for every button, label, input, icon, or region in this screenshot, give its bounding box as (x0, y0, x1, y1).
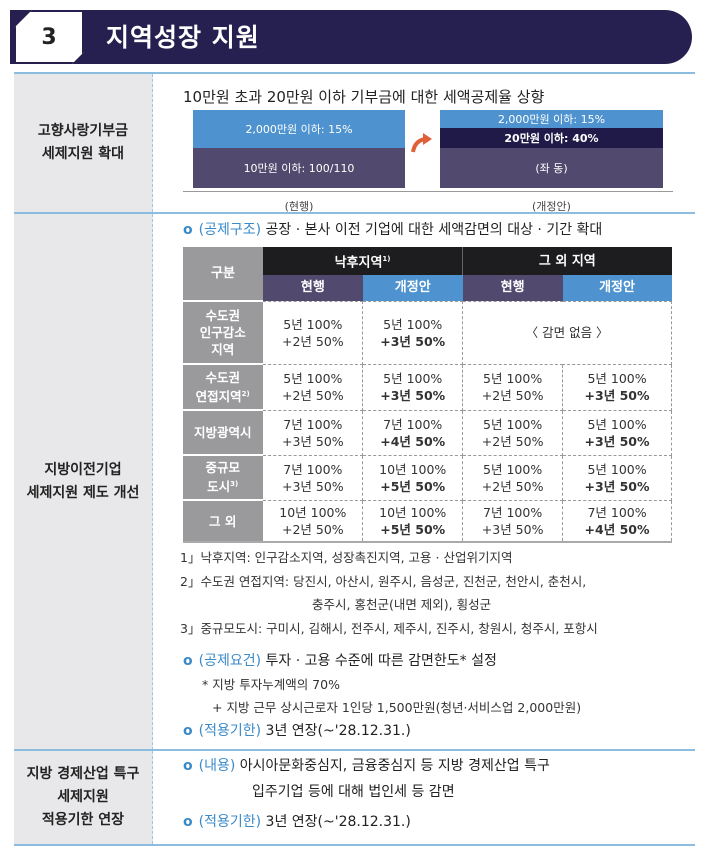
proposed-caption: (개정안) (532, 200, 571, 213)
proposed-bar-bottom: (좌 동) (440, 148, 663, 188)
cell: 7년 100% +3년 50% (262, 454, 364, 501)
item-application-period: o (적용기한) 3년 연장(~'28.12.31.) (183, 811, 411, 831)
cell: 5년 100% +2년 50% (462, 409, 564, 456)
row-label: 그 외 (183, 500, 263, 542)
label-line: 적용기한 연장 (41, 812, 125, 828)
section-number-badge: 3 (14, 10, 84, 64)
cell: 5년 100% +2년 50% (262, 300, 364, 365)
subheader: 현행 (462, 275, 563, 301)
divider (14, 212, 695, 214)
merged-cell: 〈 감면 없음 〉 (462, 300, 672, 365)
cell: 5년 100% +2년 50% (262, 363, 364, 411)
cell: 5년 100% +3년 50% (562, 454, 672, 501)
bullet-icon: o (183, 814, 193, 830)
section-header-bar (10, 10, 692, 64)
cell: 7년 100% +3년 50% (462, 499, 564, 543)
divider (14, 72, 695, 74)
item-tag: (공제요건) (198, 653, 262, 669)
cell: 5년 100% +3년 50% (562, 409, 672, 456)
row-label: 지방광역시 (183, 410, 263, 456)
cell: 5년 100% +2년 50% (462, 454, 564, 501)
group-header: 낙후지역1) (262, 247, 464, 275)
cell: 5년 100% +3년 50% (562, 363, 672, 411)
bullet-icon: o (183, 758, 193, 774)
row-label: 수도권 인구감소 지역 (183, 301, 263, 365)
item-content: o (내용) 아시아문화중심지, 금융중심지 등 지방 경제산업 특구 (183, 755, 550, 775)
table-row: 수도권 인구감소 지역 5년 100% +2년 50% 5년 100% +3년 50% … (183, 300, 672, 365)
table-row: 수도권 연접지역2) 5년 100% +2년 50% 5년 100% +3년 50% … (183, 363, 672, 411)
item-tag: (적용기한) (198, 814, 262, 830)
item-text: 3년 연장(~'28.12.31.) (265, 814, 411, 830)
cell: 7년 100% +4년 50% (562, 499, 672, 543)
cell: 10년 100% +5년 50% (362, 499, 464, 543)
subheader: 개정안 (362, 275, 463, 301)
label-line: 고향사랑기부금 (37, 123, 129, 139)
table-row: 그 외 10년 100% +2년 50% 10년 100% +5년 50% 7년 1… (183, 499, 672, 543)
section-title: 지역성장 지원 (106, 23, 260, 52)
proposed-bar-top: 2,000만원 이하: 15% (440, 110, 663, 128)
proposed-bar-middle: 20만원 이하: 40% (440, 128, 663, 148)
item-text: 투자 · 고용 수준에 따른 감면한도* 설정 (265, 653, 497, 669)
chart-baseline (183, 191, 673, 192)
item-text: 3년 연장(~'28.12.31.) (265, 723, 411, 739)
cell: 5년 100% +3년 50% (362, 300, 464, 365)
divider (14, 749, 695, 751)
row-label: 수도권 연접지역2) (183, 364, 263, 411)
item-text: 공장 · 본사 이전 기업에 대한 세액감면의 대상 · 기간 확대 (265, 222, 603, 238)
cell: 5년 100% +2년 50% (462, 363, 564, 411)
footnote: 충주시, 홍천군(내면 제외), 횡성군 (312, 597, 492, 612)
label-line: 지방이전기업 (44, 462, 122, 478)
footnote: 2」수도권 연접지역: 당진시, 아산시, 원주시, 음성군, 진천군, 천안시… (180, 574, 587, 589)
cell: 7년 100% +4년 50% (362, 409, 464, 456)
bullet-icon: o (183, 723, 193, 739)
item-content-cont: 입주기업 등에 대해 법인세 등 감면 (252, 784, 455, 800)
reduction-table: 구분 낙후지역1) 그 외 지역 현행 개정안 현행 개정안 수도권 인구감소 지역… (183, 247, 672, 543)
cell: 10년 100% +2년 50% (262, 499, 364, 543)
divider (14, 844, 695, 846)
table-row: 중규모 도시3) 7년 100% +3년 50% 10년 100% +5년 50% 5… (183, 454, 672, 501)
current-caption: (현행) (284, 200, 314, 213)
item-tag: (내용) (198, 758, 236, 774)
cell: 10년 100% +5년 50% (362, 454, 464, 501)
label-line: 세제지원 확대 (41, 146, 125, 162)
subheader: 개정안 (562, 275, 672, 301)
label-line: 지방 경제산업 특구 (26, 766, 140, 782)
footnote: 1」낙후지역: 인구감소지역, 성장촉진지역, 고용 · 산업위기지역 (180, 550, 513, 565)
footnote: 3」중규모도시: 구미시, 김해시, 전주시, 제주시, 진주시, 창원시, 청… (180, 621, 598, 636)
group-header: 그 외 지역 (462, 247, 672, 275)
row-label: 중규모 도시3) (183, 455, 263, 501)
donation-heading: 10만원 초과 20만원 이하 기부금에 대한 세액공제율 상향 (183, 88, 545, 106)
item-application-period: o (적용기한) 3년 연장(~'28.12.31.) (183, 720, 411, 740)
bullet-icon: o (183, 653, 193, 669)
curved-arrow-icon (411, 133, 432, 153)
sub-note: + 지방 근무 상시근로자 1인당 1,500만원(청년·서비스업 2,000만… (212, 700, 582, 715)
bullet-icon: o (183, 222, 193, 238)
item-deduction-requirement: o (공제요건) 투자 · 고용 수준에 따른 감면한도* 설정 (183, 650, 497, 670)
current-bar-top: 2,000만원 이하: 15% (193, 110, 405, 148)
sub-note: * 지방 투자누계액의 70% (202, 677, 340, 692)
label-line: 세제지원 (57, 789, 109, 805)
item-tag: (공제구조) (198, 222, 262, 238)
cell: 5년 100% +3년 50% (362, 363, 464, 411)
item-text: 아시아문화중심지, 금융중심지 등 지방 경제산업 특구 (239, 758, 550, 774)
cell: 7년 100% +3년 50% (262, 409, 364, 456)
item-tag: (적용기한) (198, 723, 262, 739)
current-bar-bottom: 10만원 이하: 100/110 (193, 148, 405, 188)
subheader: 현행 (262, 275, 363, 301)
table-row: 지방광역시 7년 100% +3년 50% 7년 100% +4년 50% 5년 1… (183, 409, 672, 456)
item-deduction-structure: o (공제구조) 공장 · 본사 이전 기업에 대한 세액감면의 대상 · 기간 … (183, 219, 602, 239)
corner-header: 구분 (183, 247, 263, 302)
label-line: 세제지원 제도 개선 (26, 485, 140, 501)
